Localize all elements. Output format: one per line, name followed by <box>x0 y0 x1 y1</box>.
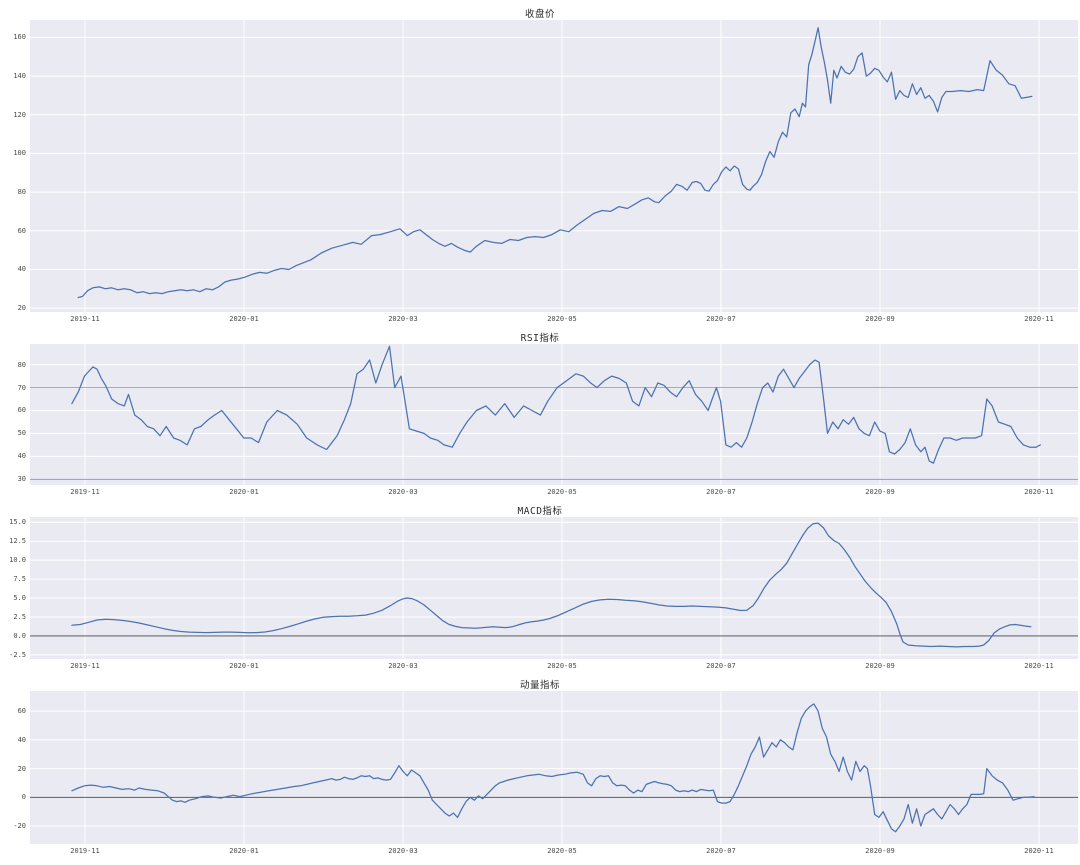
x-tick-label: 2020-09 <box>865 488 895 496</box>
y-tick-label: 30 <box>17 475 26 484</box>
x-tick-label: 2020-09 <box>865 847 895 855</box>
chart-title-rsi: RSI指标 <box>520 333 560 344</box>
momentum-plot-area <box>30 691 1078 844</box>
y-tick-label: 5.0 <box>13 594 26 603</box>
rsi-plot-row: 30 40 50 60 70 80 <box>0 344 1080 485</box>
y-tick-label: 60 <box>17 707 26 716</box>
x-tick-label: 2020-09 <box>865 662 895 670</box>
x-tick-label: 2020-07 <box>706 662 736 670</box>
y-tick-label: 2.5 <box>13 612 26 621</box>
x-tick-label: 2020-07 <box>706 488 736 496</box>
x-tick-label: 2019-11 <box>70 315 100 323</box>
y-tick-label: 120 <box>13 110 26 119</box>
y-tick-label: -2.5 <box>9 650 26 659</box>
rsi-chart-panel: RSI指标 30 40 50 60 70 80 2019-11 2020-01 2020-03… <box>0 326 1080 499</box>
x-tick-label: 2020-01 <box>229 847 259 855</box>
x-tick-label: 2020-05 <box>547 847 577 855</box>
rsi-plot-area <box>30 344 1078 485</box>
x-tick-label: 2020-03 <box>388 315 418 323</box>
x-tick-label: 2020-05 <box>547 662 577 670</box>
y-tick-label: 0 <box>21 793 26 802</box>
x-tick-label: 2020-01 <box>229 315 259 323</box>
closing-price-chart-panel: 收盘价 20 40 60 80 100 120 140 160 2019-11 2020-01 2… <box>0 2 1080 326</box>
close-line <box>77 27 1033 299</box>
chart-title-macd: MACD指标 <box>517 506 563 517</box>
rsi-x-axis: 2019-11 2020-01 2020-03 2020-05 2020-07 2020-… <box>0 485 1080 499</box>
macd-plot-area <box>30 517 1078 659</box>
chart-title-closing-price: 收盘价 <box>524 9 555 20</box>
y-tick-label: 40 <box>17 452 26 461</box>
momentum-y-axis: -20 0 20 40 60 <box>0 691 30 844</box>
macd-y-axis: -2.5 0.0 2.5 5.0 7.5 10.0 12.5 15.0 <box>0 517 30 659</box>
y-tick-label: 7.5 <box>13 575 26 584</box>
y-tick-label: 50 <box>17 429 26 438</box>
x-tick-label: 2020-03 <box>388 847 418 855</box>
x-tick-label: 2019-11 <box>70 488 100 496</box>
closing-price-plot-row: 20 40 60 80 100 120 140 160 <box>0 20 1080 312</box>
y-tick-label: 70 <box>17 383 26 392</box>
momentum-line <box>71 703 1035 833</box>
y-tick-label: 20 <box>17 304 26 313</box>
macd-x-axis: 2019-11 2020-01 2020-03 2020-05 2020-07 2020-… <box>0 659 1080 673</box>
y-tick-label: 140 <box>13 72 26 81</box>
x-tick-label: 2020-09 <box>865 315 895 323</box>
y-tick-label: 80 <box>17 360 26 369</box>
closing-price-x-axis: 2019-11 2020-01 2020-03 2020-05 2020-07 2020-… <box>0 312 1080 326</box>
y-tick-label: 10.0 <box>9 556 26 565</box>
x-tick-label: 2019-11 <box>70 662 100 670</box>
momentum-plot-row: -20 0 20 40 60 <box>0 691 1080 844</box>
x-tick-label: 2020-03 <box>388 662 418 670</box>
y-tick-label: 40 <box>17 735 26 744</box>
plot-svg <box>30 344 1078 485</box>
plot-svg <box>30 691 1078 844</box>
plot-svg <box>30 517 1078 659</box>
y-tick-label: -20 <box>13 822 26 831</box>
y-tick-label: 20 <box>17 764 26 773</box>
x-tick-label: 2020-01 <box>229 662 259 670</box>
x-tick-label: 2020-07 <box>706 315 736 323</box>
x-tick-label: 2020-11 <box>1024 662 1054 670</box>
x-tick-label: 2019-11 <box>70 847 100 855</box>
y-tick-label: 60 <box>17 406 26 415</box>
rsi-line <box>71 345 1041 464</box>
y-tick-label: 12.5 <box>9 537 26 546</box>
x-tick-label: 2020-11 <box>1024 488 1054 496</box>
x-tick-label: 2020-01 <box>229 488 259 496</box>
y-tick-label: 60 <box>17 226 26 235</box>
momentum-x-axis: 2019-11 2020-01 2020-03 2020-05 2020-07 2020-… <box>0 844 1080 858</box>
closing-price-plot-area <box>30 20 1078 312</box>
x-tick-label: 2020-03 <box>388 488 418 496</box>
macd-line <box>71 522 1032 648</box>
chart-title-momentum: 动量指标 <box>519 680 560 691</box>
macd-plot-row: -2.5 0.0 2.5 5.0 7.5 10.0 12.5 15.0 <box>0 517 1080 659</box>
macd-chart-panel: MACD指标 -2.5 0.0 2.5 5.0 7.5 10.0 12.5 15.0 2019… <box>0 499 1080 673</box>
x-tick-label: 2020-05 <box>547 488 577 496</box>
x-tick-label: 2020-05 <box>547 315 577 323</box>
y-tick-label: 100 <box>13 149 26 158</box>
momentum-chart-panel: 动量指标 -20 0 20 40 60 2019-11 2020-01 2020-03 202… <box>0 673 1080 858</box>
plot-svg <box>30 20 1078 312</box>
rsi-y-axis: 30 40 50 60 70 80 <box>0 344 30 485</box>
x-tick-label: 2020-11 <box>1024 847 1054 855</box>
x-tick-label: 2020-11 <box>1024 315 1054 323</box>
y-tick-label: 15.0 <box>9 518 26 527</box>
y-tick-label: 0.0 <box>13 631 26 640</box>
x-tick-label: 2020-07 <box>706 847 736 855</box>
y-tick-label: 80 <box>17 188 26 197</box>
y-tick-label: 40 <box>17 265 26 274</box>
y-tick-label: 160 <box>13 33 26 42</box>
closing-price-y-axis: 20 40 60 80 100 120 140 160 <box>0 20 30 312</box>
